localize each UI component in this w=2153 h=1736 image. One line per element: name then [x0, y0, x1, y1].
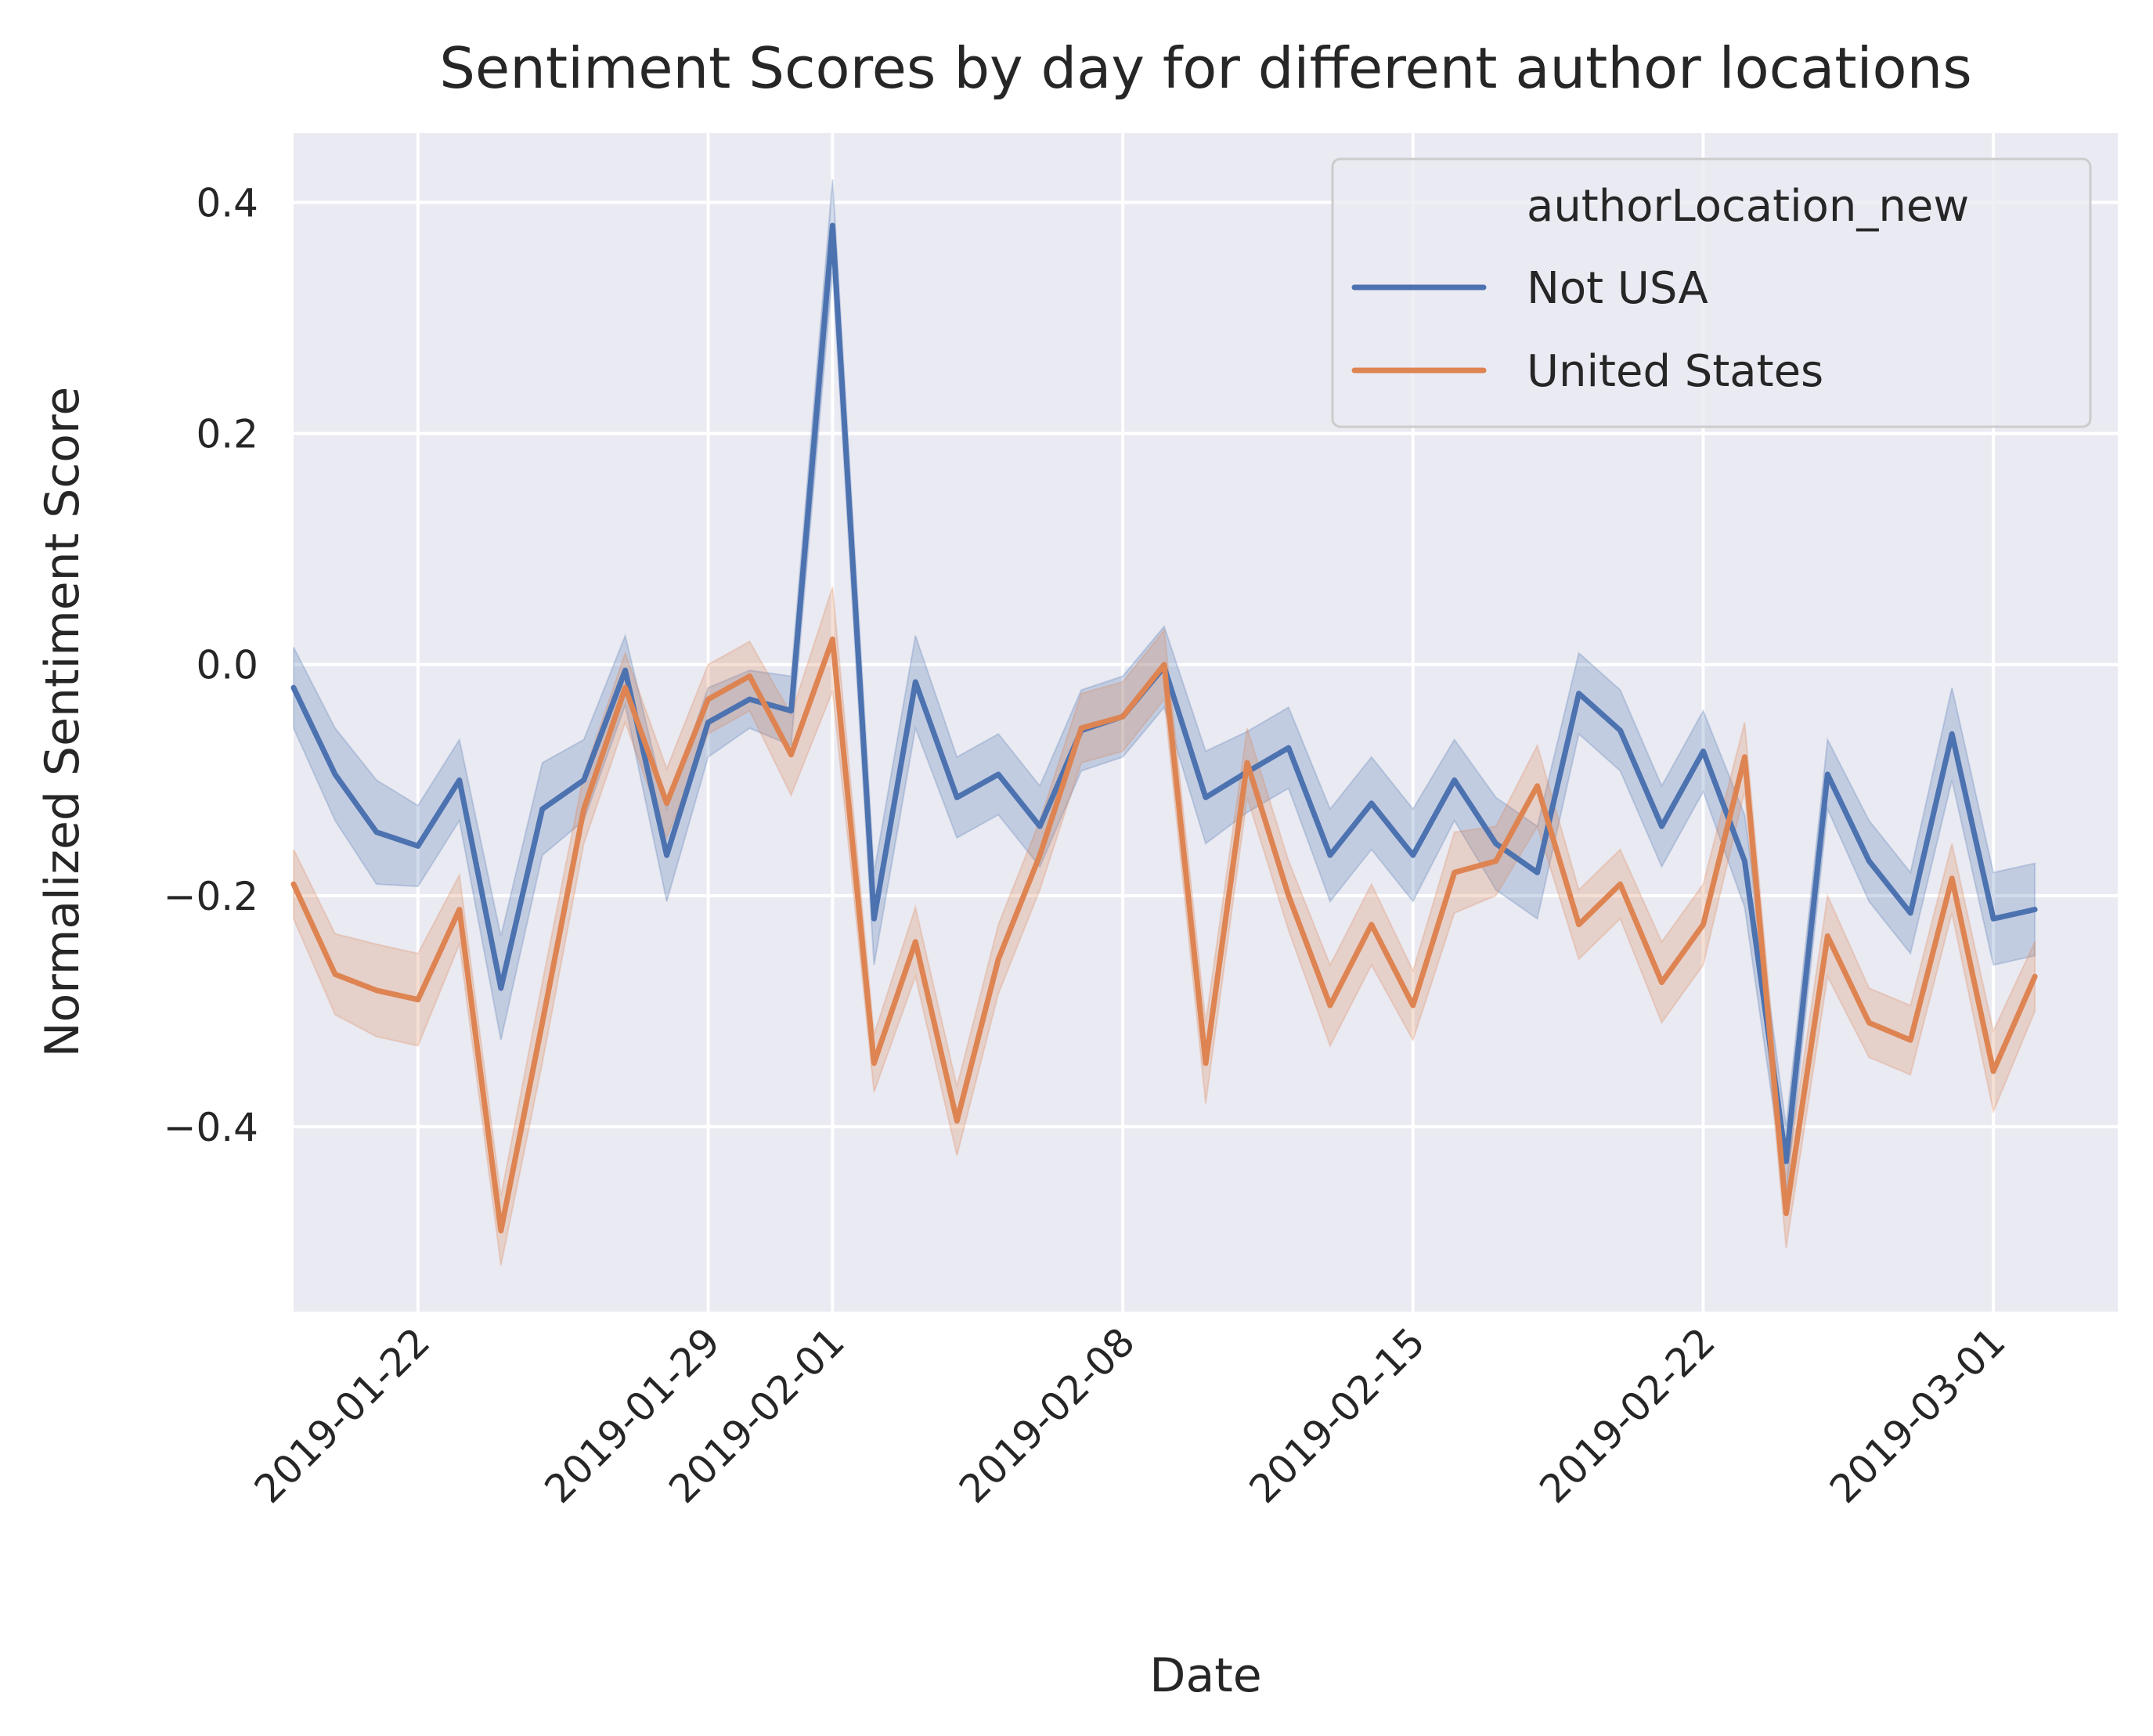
y-tick-label: −0.4	[164, 1105, 258, 1150]
y-tick-labels: 0.4 0.2 0.0 −0.2 −0.4	[164, 181, 258, 1150]
y-axis-label: Normalized Sentiment Score	[35, 387, 90, 1058]
y-tick-label: 0.4	[196, 181, 258, 226]
legend-label-not-usa: Not USA	[1527, 263, 1708, 314]
chart-title: Sentiment Scores by day for different au…	[439, 35, 1972, 101]
y-tick-label: 0.0	[196, 643, 258, 688]
y-tick-label: 0.2	[196, 412, 258, 457]
legend-label-united-states: United States	[1527, 346, 1823, 397]
series-lines	[290, 222, 2038, 1234]
series-line-1	[290, 636, 2038, 1234]
confidence-band-1	[293, 586, 2036, 1266]
legend-box	[1331, 157, 2092, 428]
x-axis-label: Date	[1149, 1648, 1261, 1703]
legend-title: authorLocation_new	[1527, 181, 1969, 232]
legend: authorLocation_new Not USA United States	[1331, 157, 2092, 428]
y-tick-label: −0.2	[164, 874, 258, 919]
